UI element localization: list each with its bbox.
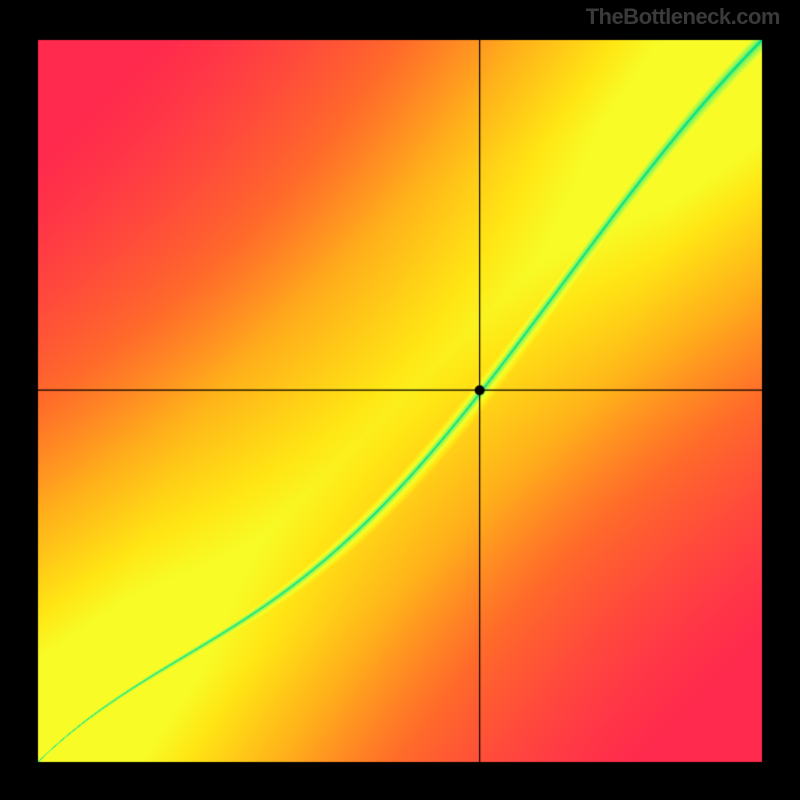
chart-container: TheBottleneck.com xyxy=(0,0,800,800)
attribution-text: TheBottleneck.com xyxy=(586,4,780,30)
bottleneck-heatmap xyxy=(0,0,800,800)
